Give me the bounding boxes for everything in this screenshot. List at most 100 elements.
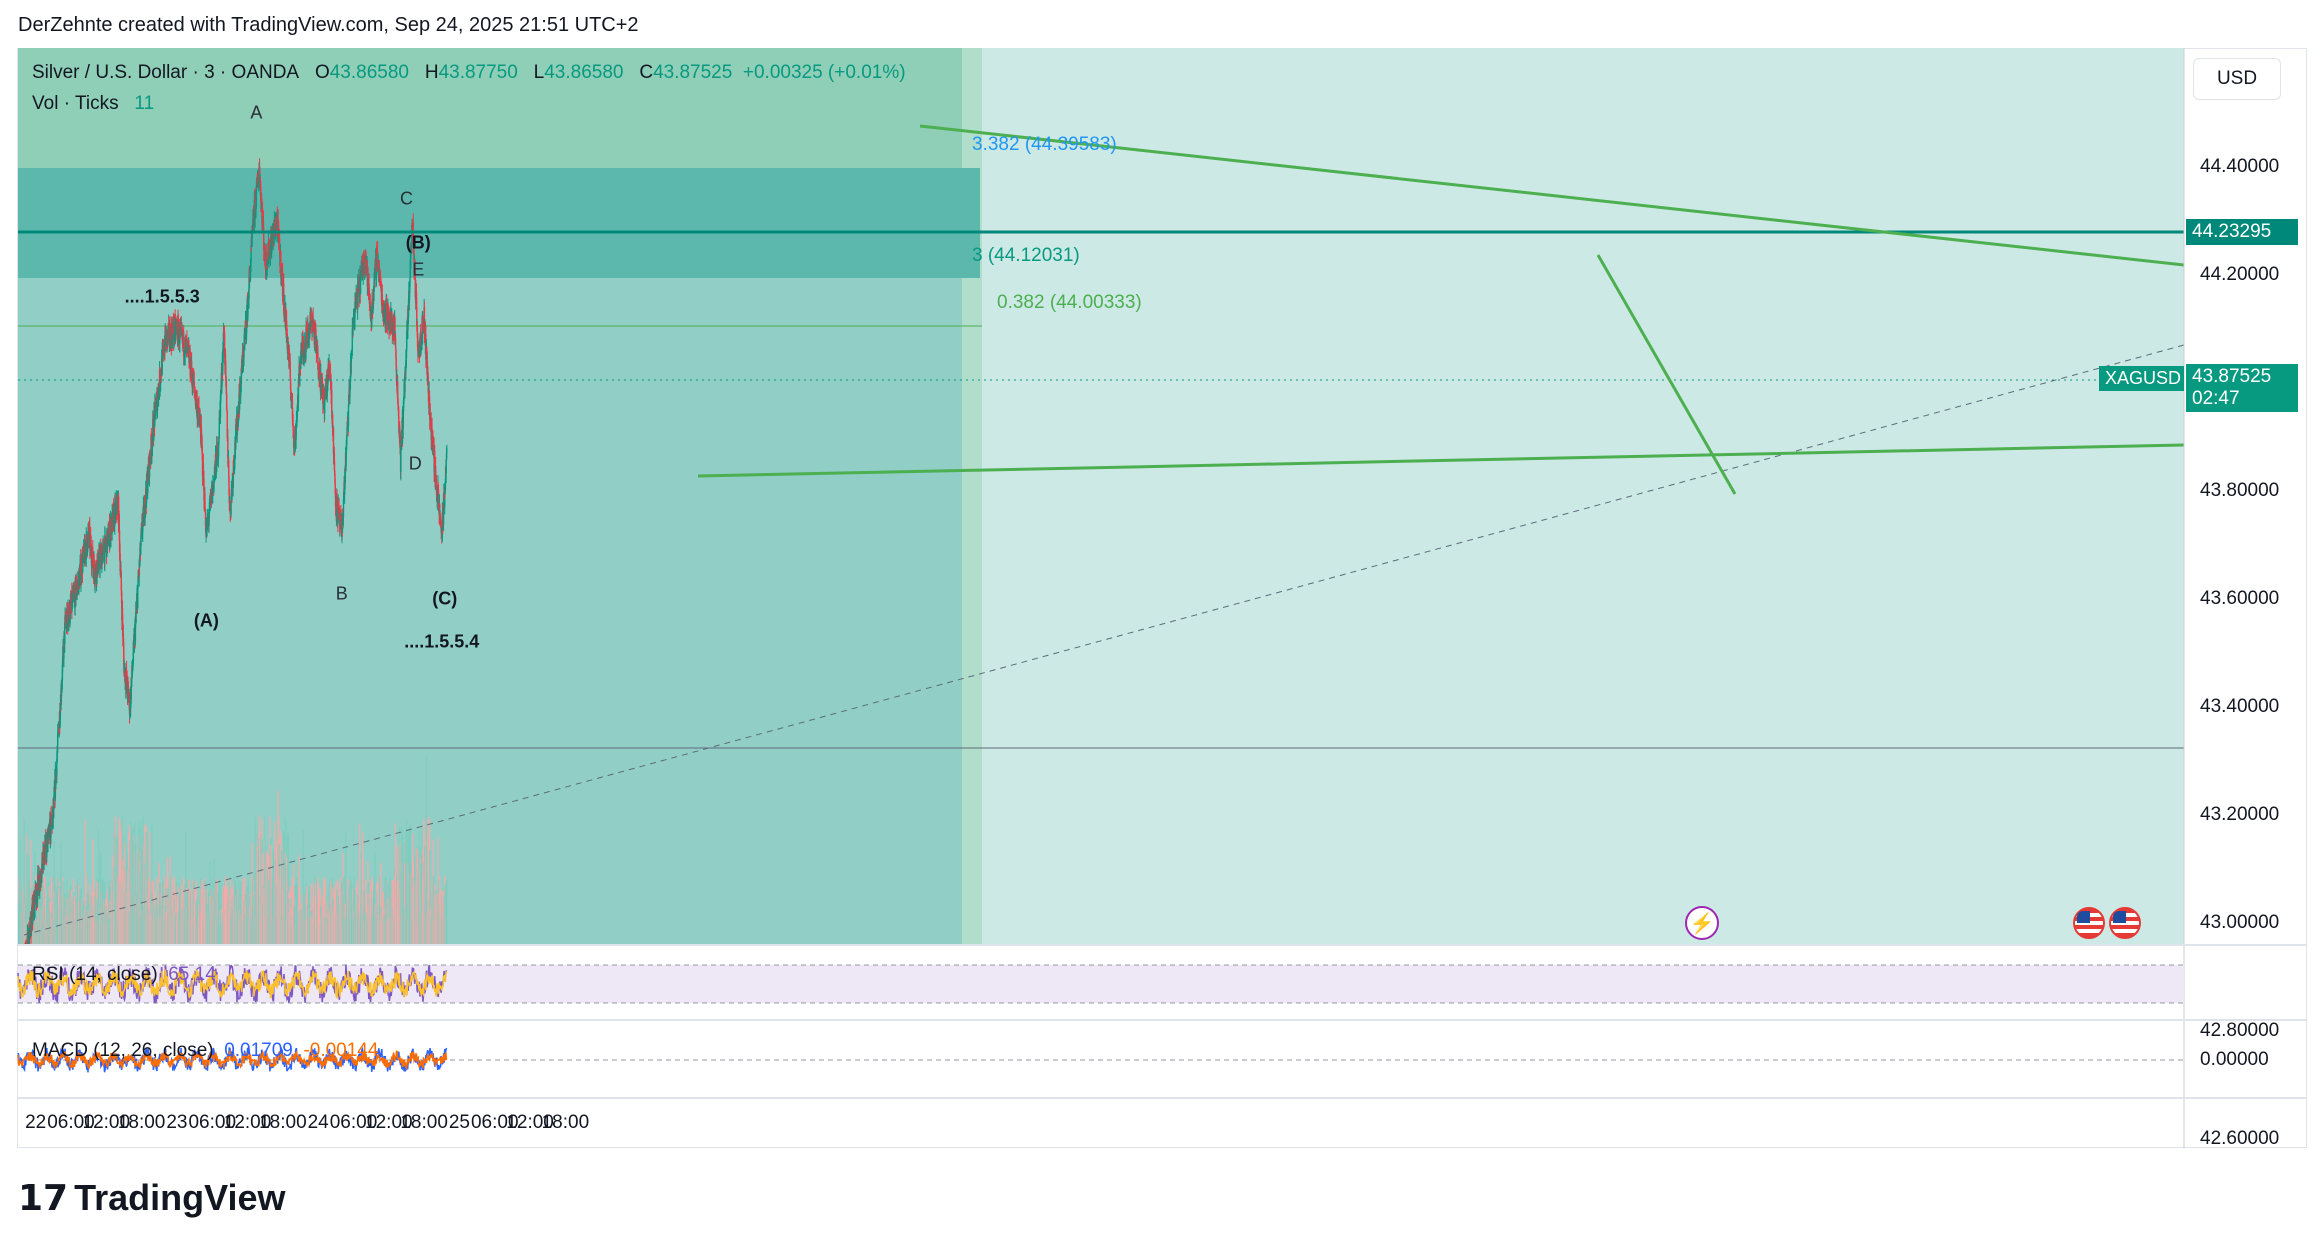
- candle-body: [325, 387, 327, 399]
- candle-body: [296, 405, 298, 417]
- candle-body: [296, 402, 299, 406]
- volume-legend[interactable]: Vol · Ticks 11: [32, 93, 154, 115]
- candle-body: [363, 254, 365, 271]
- volume-bar: [446, 881, 448, 945]
- candle-body: [307, 322, 309, 341]
- candle-body: [235, 424, 237, 448]
- volume-bar: [254, 816, 256, 945]
- candle-body: [20, 1026, 21, 1035]
- candle-body: [50, 813, 52, 838]
- volume-bar: [149, 832, 151, 945]
- candle-body: [189, 350, 191, 376]
- candle-body: [227, 437, 229, 458]
- low-label: L: [533, 62, 545, 83]
- macd-legend[interactable]: MACD (12, 26, close) 0.01709 -0.00144: [32, 1040, 378, 1062]
- rsi-value: 65.14: [168, 964, 216, 985]
- candle-body: [285, 320, 288, 333]
- candle-body: [37, 872, 40, 882]
- candle-body: [64, 622, 66, 644]
- time-tick: 06:00: [47, 1112, 95, 1133]
- candle-body: [394, 337, 397, 349]
- candle-body: [400, 440, 402, 472]
- price-tick: 43.00000: [2200, 912, 2280, 933]
- candle-body: [365, 258, 367, 266]
- candle-body: [132, 661, 134, 667]
- lightning-icon[interactable]: ⚡: [1685, 906, 1719, 940]
- fib-label: 3.382 (44.39583): [972, 134, 1117, 155]
- candle-body: [315, 336, 317, 346]
- candle-body: [68, 617, 70, 624]
- candle-body: [26, 945, 27, 962]
- volume-bar: [134, 843, 137, 945]
- volume-value: 11: [134, 93, 155, 114]
- wave-label: ....1.5.5.4: [404, 631, 480, 652]
- candle-body: [20, 1029, 21, 1030]
- candle-body: [218, 417, 221, 437]
- symbol-name: Silver / U.S. Dollar · 3 · OANDA: [32, 62, 300, 83]
- candle-body: [137, 587, 139, 608]
- wave-label: C: [399, 188, 413, 209]
- volume-bar: [293, 864, 295, 945]
- candle-body: [320, 381, 323, 395]
- symbol-tag: XAGUSD: [2099, 366, 2184, 391]
- volume-bar: [54, 884, 57, 945]
- currency-button[interactable]: USD: [2193, 58, 2281, 100]
- symbol-ohlc-legend[interactable]: Silver / U.S. Dollar · 3 · OANDA O43.865…: [32, 62, 906, 84]
- candle-body: [25, 943, 27, 945]
- volume-bar: [196, 899, 198, 945]
- candle-body: [312, 317, 314, 324]
- candle-body: [63, 636, 65, 659]
- candle-body: [201, 446, 203, 453]
- time-tick: 12:00: [223, 1112, 272, 1133]
- candle-body: [305, 325, 307, 353]
- open-value: 43.86580: [329, 62, 409, 83]
- candle-body: [182, 331, 185, 357]
- candle-body: [423, 307, 426, 334]
- price-tick: 43.60000: [2200, 588, 2280, 609]
- candle-body: [225, 362, 227, 378]
- rsi-legend[interactable]: RSI (14, close) 65.14: [32, 964, 216, 986]
- high-label: H: [424, 62, 439, 83]
- candle-body: [331, 414, 334, 427]
- candle-body: [157, 384, 160, 400]
- us-flag-icon[interactable]: [2073, 907, 2105, 939]
- time-tick: 24: [307, 1112, 329, 1133]
- upper-trendline: [919, 124, 2184, 267]
- header-credit: DerZehnte created with TradingView.com, …: [18, 14, 639, 36]
- candle-body: [268, 255, 270, 261]
- tradingview-logo: 𝟭𝟳 TradingView: [18, 1177, 286, 1219]
- candle-body: [155, 409, 157, 417]
- candle-body: [39, 877, 41, 885]
- candle-body: [342, 516, 344, 526]
- candle-body: [86, 534, 88, 544]
- candle-body: [337, 504, 340, 509]
- candle-body: [145, 474, 148, 504]
- candle-body: [28, 933, 31, 939]
- key-level-tag: 44.23295: [2186, 219, 2298, 245]
- candle-body: [412, 242, 415, 249]
- volume-bar: [385, 877, 388, 945]
- candle-body: [409, 260, 412, 279]
- volume-bar: [425, 756, 428, 945]
- candle-body: [203, 478, 205, 501]
- candle-body: [99, 555, 101, 570]
- candle-body: [291, 407, 294, 424]
- us-flag-icon[interactable]: [2109, 907, 2141, 939]
- volume-bar: [404, 862, 406, 945]
- candle-body: [57, 731, 59, 746]
- candle-body: [111, 512, 113, 534]
- candle-body: [90, 544, 92, 557]
- candle-body: [424, 321, 427, 346]
- macd-name: MACD (12, 26, close): [32, 1040, 214, 1061]
- time-tick: 23: [166, 1112, 188, 1133]
- candle-body: [187, 342, 189, 348]
- fib-label: 0.382 (44.00333): [997, 292, 1142, 313]
- time-tick: 12:00: [365, 1112, 413, 1133]
- candle-body: [200, 433, 203, 443]
- candle-body: [297, 378, 300, 403]
- time-tick: 18:00: [117, 1112, 166, 1133]
- candle-body: [116, 499, 118, 514]
- volume-bar: [243, 877, 246, 945]
- candle-body: [53, 795, 55, 811]
